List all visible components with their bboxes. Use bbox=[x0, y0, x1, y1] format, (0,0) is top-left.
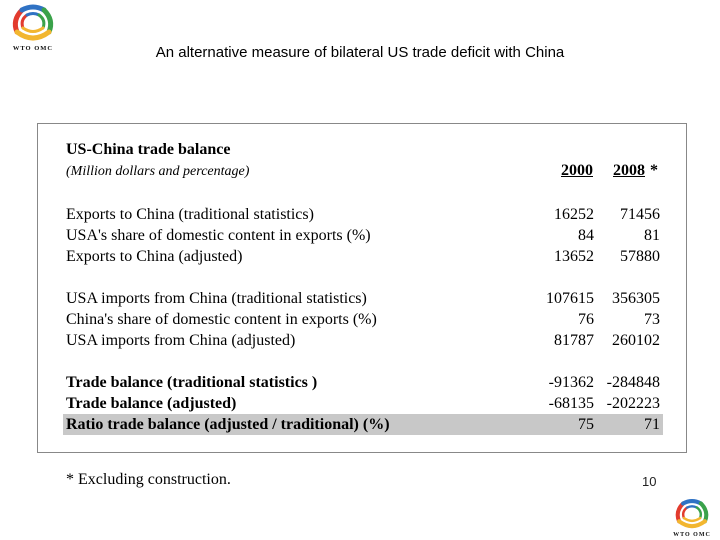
row-label: Ratio trade balance (adjusted / traditio… bbox=[66, 416, 390, 433]
table-row: USA imports from China (traditional stat… bbox=[66, 288, 663, 309]
value-2008: -284848 bbox=[606, 374, 660, 391]
column-header-2008: 2008 bbox=[613, 162, 645, 179]
column-header-footnote-mark: * bbox=[650, 162, 658, 179]
row-label: Trade balance (traditional statistics ) bbox=[66, 374, 318, 391]
page-number: 10 bbox=[642, 474, 657, 489]
row-label: China's share of domestic content in exp… bbox=[66, 311, 377, 328]
slide-title: An alternative measure of bilateral US t… bbox=[155, 44, 565, 61]
value-2008: 73 bbox=[644, 311, 660, 328]
value-2000: 84 bbox=[578, 227, 594, 244]
value-2000: 13652 bbox=[554, 248, 594, 265]
wto-logo-bottom: WTO OMC bbox=[666, 497, 718, 538]
row-label: USA imports from China (adjusted) bbox=[66, 332, 296, 349]
value-2000: 81787 bbox=[554, 332, 594, 349]
table-heading: US-China trade balance bbox=[66, 141, 231, 158]
table-row: USA imports from China (adjusted) 81787 … bbox=[66, 330, 663, 351]
value-2000: 107615 bbox=[546, 290, 594, 307]
row-label: USA's share of domestic content in expor… bbox=[66, 227, 371, 244]
table-row: Trade balance (adjusted) -68135 -202223 bbox=[66, 393, 663, 414]
value-2000: -68135 bbox=[548, 395, 594, 412]
footnote: * Excluding construction. bbox=[66, 471, 231, 488]
table-frame bbox=[37, 123, 687, 453]
row-label: Exports to China (adjusted) bbox=[66, 248, 243, 265]
value-2000: -91362 bbox=[548, 374, 594, 391]
logo-text: WTO OMC bbox=[12, 45, 54, 52]
wto-globe-icon bbox=[675, 499, 709, 529]
table-row: Exports to China (traditional statistics… bbox=[66, 204, 663, 225]
wto-globe-icon bbox=[12, 4, 54, 41]
value-2008: 81 bbox=[644, 227, 660, 244]
row-label: Trade balance (adjusted) bbox=[66, 395, 237, 412]
table-subheading: (Million dollars and percentage) bbox=[66, 164, 250, 179]
column-header-2000: 2000 bbox=[561, 162, 593, 179]
value-2008: 71456 bbox=[620, 206, 660, 223]
value-2000: 76 bbox=[578, 311, 594, 328]
value-2008: 71 bbox=[644, 416, 660, 433]
value-2008: 57880 bbox=[620, 248, 660, 265]
row-label: USA imports from China (traditional stat… bbox=[66, 290, 367, 307]
table-row: Exports to China (adjusted) 13652 57880 bbox=[66, 246, 663, 267]
value-2000: 75 bbox=[578, 416, 594, 433]
value-2000: 16252 bbox=[554, 206, 594, 223]
table-row: Trade balance (traditional statistics ) … bbox=[66, 372, 663, 393]
value-2008: 260102 bbox=[612, 332, 660, 349]
table-row: USA's share of domestic content in expor… bbox=[66, 225, 663, 246]
row-label: Exports to China (traditional statistics… bbox=[66, 206, 314, 223]
highlighted-ratio-row: Ratio trade balance (adjusted / traditio… bbox=[63, 414, 663, 435]
logo-text: WTO OMC bbox=[673, 532, 711, 538]
wto-logo-top: WTO OMC bbox=[2, 2, 64, 52]
value-2008: 356305 bbox=[612, 290, 660, 307]
value-2008: -202223 bbox=[606, 395, 660, 412]
table-row: China's share of domestic content in exp… bbox=[66, 309, 663, 330]
